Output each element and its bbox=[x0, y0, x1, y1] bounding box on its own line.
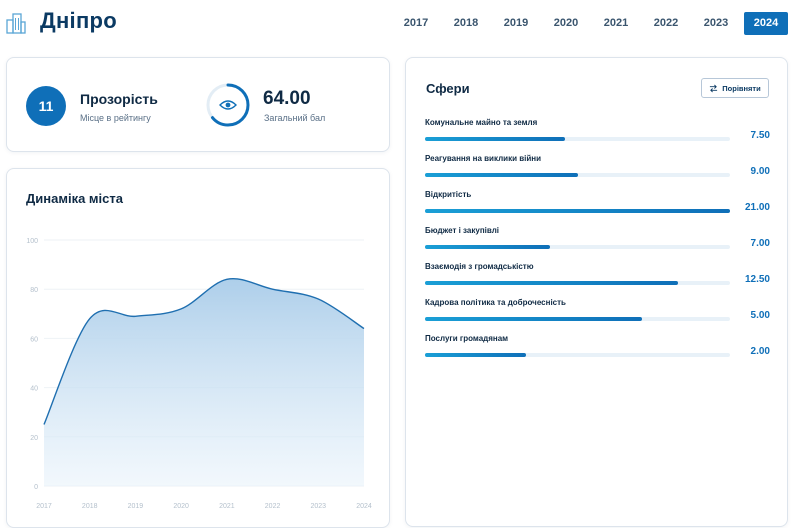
sphere-item: Бюджет і закупівлі 7.00 bbox=[425, 226, 770, 256]
spheres-title: Сфери bbox=[426, 81, 470, 96]
header: Дніпро 2017 2018 2019 2020 2021 2022 202… bbox=[0, 0, 794, 48]
sphere-value: 21.00 bbox=[744, 202, 770, 213]
sphere-item: Комунальне майно та земля 7.50 bbox=[425, 118, 770, 148]
eye-icon bbox=[219, 100, 237, 110]
total-score: 64.00 bbox=[263, 88, 311, 109]
score-ring-arc bbox=[206, 83, 250, 127]
compare-button[interactable]: Порівняти bbox=[701, 78, 769, 98]
y-tick-label: 40 bbox=[30, 386, 38, 393]
sphere-bar-track bbox=[425, 281, 730, 285]
x-tick-label: 2021 bbox=[219, 503, 235, 510]
city-title: Дніпро bbox=[40, 8, 118, 33]
rank-category-title: Прозорість bbox=[80, 91, 158, 107]
series-line bbox=[43, 278, 365, 425]
x-tick-label: 2023 bbox=[310, 503, 326, 510]
sphere-bar-track bbox=[425, 245, 730, 249]
rank-place-badge: 11 bbox=[26, 86, 66, 126]
year-tabs: 2017 2018 2019 2020 2021 2022 2023 2024 bbox=[394, 12, 788, 35]
sphere-bar-fill bbox=[425, 353, 526, 357]
chart-title: Динаміка міста bbox=[26, 191, 123, 206]
sphere-bar-fill bbox=[425, 209, 730, 213]
x-tick-label: 2020 bbox=[173, 503, 189, 510]
sphere-bar-fill bbox=[425, 281, 679, 285]
sphere-label: Комунальне майно та земля bbox=[425, 118, 538, 127]
sphere-bar-fill bbox=[425, 317, 642, 321]
sphere-bar-track bbox=[425, 353, 730, 357]
sphere-value: 12.50 bbox=[744, 274, 770, 285]
sphere-bar-fill bbox=[425, 137, 566, 141]
y-tick-label: 0 bbox=[34, 484, 38, 491]
tab-year-2017[interactable]: 2017 bbox=[403, 17, 429, 29]
dynamics-area-chart: 0 20 40 60 80 100 2017 2018 2019 2020 2021 2022 2023… bbox=[26, 238, 372, 510]
spheres-card: Сфери Порівняти Комунальне майно та земл… bbox=[405, 57, 788, 527]
sphere-item: Відкритість 21.00 bbox=[425, 190, 770, 220]
city-dynamics-card: Динаміка міста 0 20 40 60 80 100 2017 2018 2019 2… bbox=[6, 168, 390, 528]
sphere-value: 9.00 bbox=[750, 166, 770, 177]
sphere-bar-fill bbox=[425, 173, 578, 177]
sphere-item: Кадрова політика та доброчесність 5.00 bbox=[425, 298, 770, 328]
sphere-item: Взаємодія з громадськістю 12.50 bbox=[425, 262, 770, 292]
sphere-label: Реагування на виклики війни bbox=[425, 154, 542, 163]
sphere-item: Послуги громадянам 2.00 bbox=[425, 334, 770, 364]
sphere-bar-track bbox=[425, 317, 730, 321]
y-tick-label: 80 bbox=[30, 287, 38, 294]
score-ring bbox=[206, 83, 250, 127]
sphere-label: Взаємодія з громадськістю bbox=[425, 262, 534, 271]
y-tick-label: 100 bbox=[26, 238, 38, 245]
sphere-bar-fill bbox=[425, 245, 551, 249]
y-tick-label: 20 bbox=[30, 435, 38, 442]
x-tick-label: 2019 bbox=[128, 503, 144, 510]
sphere-value: 2.00 bbox=[750, 346, 770, 357]
sphere-label: Бюджет і закупівлі bbox=[425, 226, 499, 235]
tab-year-2023[interactable]: 2023 bbox=[703, 17, 729, 29]
tab-year-2018[interactable]: 2018 bbox=[453, 17, 479, 29]
x-tick-label: 2018 bbox=[82, 503, 98, 510]
tab-year-2021[interactable]: 2021 bbox=[603, 17, 629, 29]
y-tick-label: 60 bbox=[30, 336, 38, 343]
tab-year-2019[interactable]: 2019 bbox=[503, 17, 529, 29]
tab-year-2024[interactable]: 2024 bbox=[744, 12, 788, 35]
sphere-bar-track bbox=[425, 209, 730, 213]
tab-year-2020[interactable]: 2020 bbox=[553, 17, 579, 29]
rank-subtitle: Місце в рейтингу bbox=[80, 113, 151, 123]
rank-card: 11 Прозорість Місце в рейтингу 64.00 Заг… bbox=[6, 57, 390, 152]
sphere-value: 7.50 bbox=[750, 130, 770, 141]
sphere-label: Послуги громадянам bbox=[425, 334, 509, 343]
total-score-label: Загальний бал bbox=[264, 113, 326, 123]
series-area bbox=[44, 278, 364, 486]
x-tick-label: 2024 bbox=[356, 503, 372, 510]
sphere-value: 7.00 bbox=[750, 238, 770, 249]
sphere-label: Кадрова політика та доброчесність bbox=[425, 298, 566, 307]
sphere-label: Відкритість bbox=[425, 190, 472, 199]
sphere-value: 5.00 bbox=[750, 310, 770, 321]
x-tick-label: 2017 bbox=[36, 503, 52, 510]
sphere-item: Реагування на виклики війни 9.00 bbox=[425, 154, 770, 184]
swap-arrows-icon bbox=[710, 84, 718, 92]
tab-year-2022[interactable]: 2022 bbox=[653, 17, 679, 29]
sphere-bar-track bbox=[425, 173, 730, 177]
compare-button-label: Порівняти bbox=[722, 83, 761, 93]
sphere-bar-track bbox=[425, 137, 730, 141]
buildings-icon bbox=[6, 13, 26, 34]
x-tick-label: 2022 bbox=[265, 503, 281, 510]
